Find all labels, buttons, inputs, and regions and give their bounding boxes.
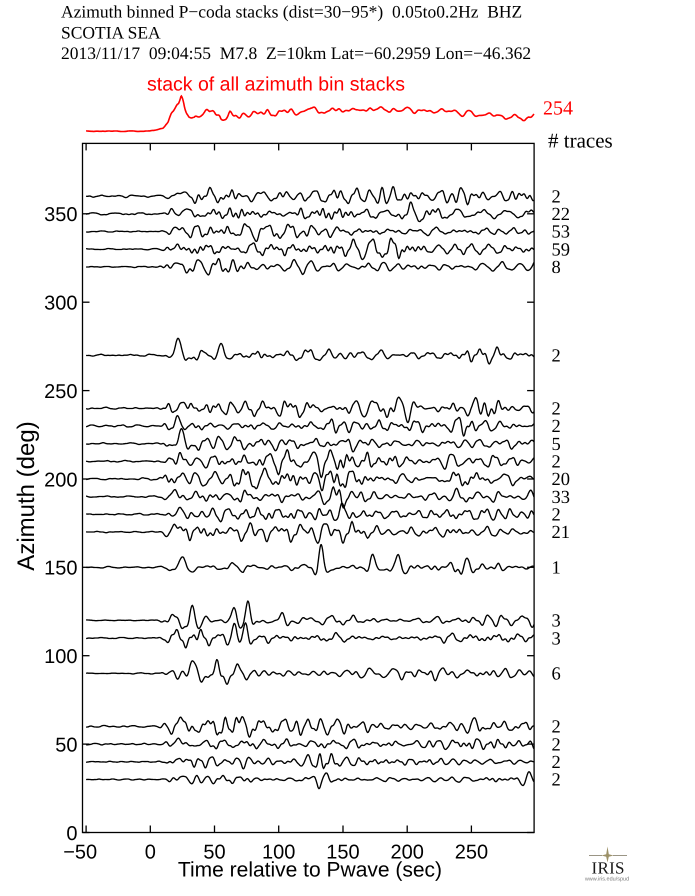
svg-text:100: 100	[262, 841, 295, 863]
svg-text:22: 22	[552, 205, 571, 225]
svg-text:6: 6	[552, 665, 561, 685]
svg-text:2: 2	[552, 417, 561, 437]
svg-text:2: 2	[552, 452, 561, 472]
svg-text:254: 254	[543, 98, 573, 120]
svg-text:2: 2	[552, 735, 561, 755]
svg-text:8: 8	[552, 258, 561, 278]
svg-text:21: 21	[552, 523, 571, 543]
svg-text:2: 2	[552, 753, 561, 773]
svg-text:5: 5	[552, 435, 561, 455]
svg-text:3: 3	[552, 629, 561, 649]
svg-text:50: 50	[203, 841, 225, 863]
svg-text:1: 1	[552, 559, 561, 579]
svg-text:200: 200	[44, 469, 77, 491]
svg-text:0: 0	[66, 823, 77, 845]
svg-text:SCOTIA SEA: SCOTIA SEA	[61, 22, 161, 42]
svg-text:2: 2	[552, 346, 561, 366]
svg-text:20: 20	[552, 470, 571, 490]
svg-text:50: 50	[55, 734, 77, 756]
svg-text:53: 53	[552, 223, 571, 243]
svg-text:0: 0	[145, 841, 156, 863]
svg-text:33: 33	[552, 488, 571, 508]
svg-text:250: 250	[44, 381, 77, 403]
svg-text:2: 2	[552, 187, 561, 207]
svg-text:350: 350	[44, 204, 77, 226]
svg-text:300: 300	[44, 292, 77, 314]
svg-text:Azimuth (deg): Azimuth (deg)	[13, 421, 40, 570]
svg-text:3: 3	[552, 612, 561, 632]
svg-text:200: 200	[390, 841, 423, 863]
svg-text:2013/11/17 09:04:55 M7.8 Z=: 2013/11/17 09:04:55 M7.8 Z=10km Lat=−60.…	[61, 43, 531, 63]
svg-text:2: 2	[552, 399, 561, 419]
svg-text:www.iris.edu/spud: www.iris.edu/spud	[584, 877, 629, 883]
svg-text:150: 150	[326, 841, 359, 863]
svg-text:250: 250	[455, 841, 488, 863]
svg-text:IRIS: IRIS	[592, 859, 625, 878]
svg-text:100: 100	[44, 646, 77, 668]
svg-text:stack of all azimuth bin stack: stack of all azimuth bin stacks	[147, 74, 405, 96]
svg-text:150: 150	[44, 558, 77, 580]
svg-text:2: 2	[552, 506, 561, 526]
svg-text:2: 2	[552, 771, 561, 791]
svg-text:Time relative to Pwave (sec): Time relative to Pwave (sec)	[178, 859, 442, 882]
svg-text:−50: −50	[63, 841, 97, 863]
svg-text:Azimuth binned P−coda stacks (: Azimuth binned P−coda stacks (dist=30−95…	[61, 2, 522, 22]
svg-text:59: 59	[552, 240, 571, 260]
svg-text:# traces: # traces	[548, 129, 613, 153]
svg-text:2: 2	[552, 718, 561, 738]
